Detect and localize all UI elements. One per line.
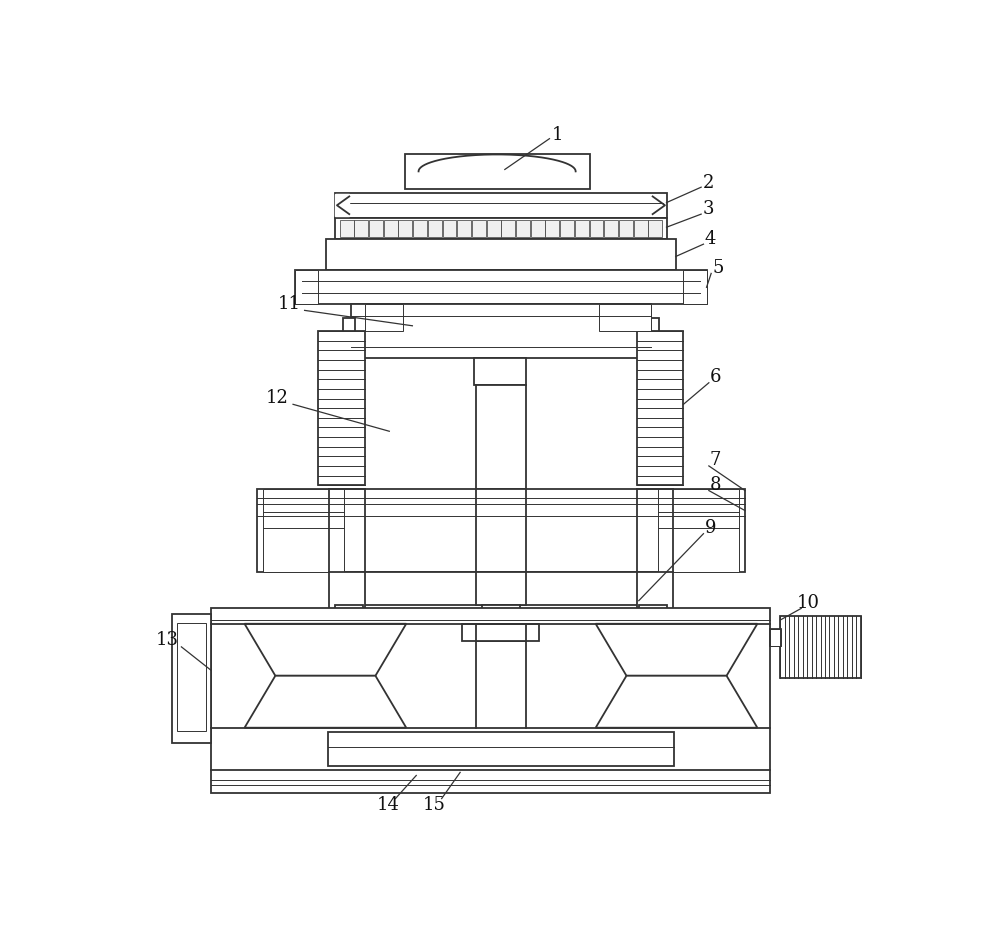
Bar — [335, 218, 666, 238]
Text: 5: 5 — [712, 259, 724, 277]
Bar — [355, 573, 647, 604]
Bar — [770, 629, 781, 646]
Text: 8: 8 — [710, 476, 722, 494]
Text: 12: 12 — [266, 389, 289, 407]
Bar — [398, 220, 412, 237]
Bar — [780, 616, 861, 678]
Polygon shape — [596, 676, 757, 728]
Bar — [637, 573, 673, 611]
Bar — [295, 270, 707, 304]
Bar — [560, 220, 574, 237]
Bar — [384, 220, 398, 237]
Text: 9: 9 — [705, 519, 716, 536]
Polygon shape — [245, 624, 406, 676]
Bar — [474, 358, 526, 385]
Bar — [343, 318, 355, 340]
Text: 6: 6 — [710, 369, 722, 386]
Bar — [658, 489, 739, 573]
Bar — [531, 220, 545, 237]
Bar — [335, 193, 666, 218]
Bar — [516, 220, 530, 237]
Text: 4: 4 — [705, 230, 716, 248]
Bar — [604, 220, 618, 237]
Bar — [318, 331, 365, 485]
Text: 14: 14 — [376, 796, 399, 814]
Bar — [575, 220, 589, 237]
Bar — [648, 220, 662, 237]
Bar — [476, 573, 526, 604]
Polygon shape — [596, 624, 757, 676]
Text: 1: 1 — [551, 126, 563, 143]
Text: 3: 3 — [702, 200, 714, 218]
Bar — [413, 220, 427, 237]
Bar — [770, 629, 781, 646]
Bar — [263, 489, 344, 573]
Bar — [590, 220, 603, 237]
Bar — [328, 732, 674, 766]
Text: 7: 7 — [709, 451, 721, 469]
Bar — [599, 304, 651, 331]
Bar — [457, 220, 471, 237]
Bar — [501, 220, 515, 237]
Bar — [340, 220, 354, 237]
Bar — [177, 623, 206, 731]
Bar — [634, 220, 648, 237]
Bar — [462, 624, 539, 641]
Text: 2: 2 — [702, 173, 714, 192]
Polygon shape — [245, 676, 406, 728]
Bar — [326, 238, 676, 270]
Bar — [405, 154, 590, 189]
Bar — [351, 304, 651, 358]
Bar — [369, 220, 383, 237]
Bar — [476, 385, 526, 489]
Text: 10: 10 — [797, 594, 820, 612]
Bar — [257, 489, 745, 573]
Bar — [637, 331, 683, 485]
Bar — [211, 608, 770, 793]
Text: 15: 15 — [423, 796, 445, 814]
Bar — [335, 604, 363, 614]
Bar — [329, 573, 365, 611]
Bar — [443, 220, 456, 237]
Bar — [295, 270, 318, 304]
Bar — [472, 220, 486, 237]
Bar — [683, 270, 707, 304]
Bar — [365, 304, 403, 331]
Bar — [545, 220, 559, 237]
Polygon shape — [335, 194, 349, 216]
Text: 11: 11 — [278, 295, 301, 313]
Bar — [639, 604, 666, 614]
Bar — [172, 614, 211, 743]
Bar — [619, 220, 633, 237]
Bar — [647, 318, 659, 340]
Bar — [487, 220, 501, 237]
Bar — [354, 220, 368, 237]
Bar — [482, 604, 520, 614]
Bar — [428, 220, 442, 237]
Text: 13: 13 — [156, 631, 179, 649]
